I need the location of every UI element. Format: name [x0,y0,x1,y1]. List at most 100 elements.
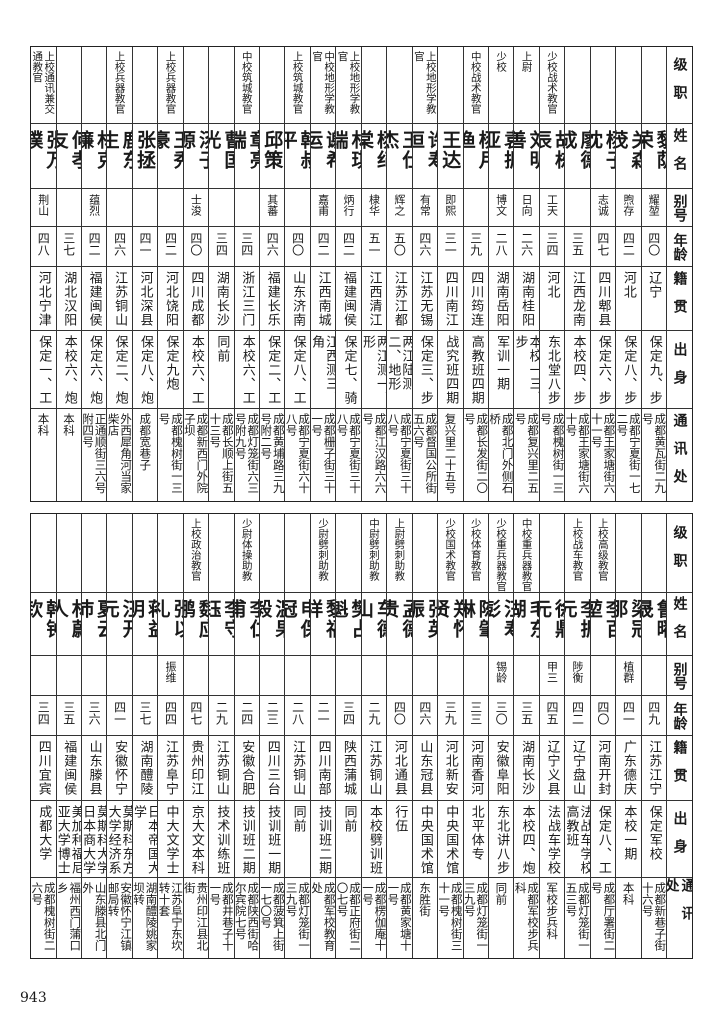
address-text: 贵州印江县北街 [183,882,209,951]
address-text: 成都灯笼街一三九号 [285,882,310,951]
cell-origin: 贵州印江 [183,736,209,801]
header-column: 级职 姓名 别号 年龄 籍贯 出身 通讯处 [666,47,692,501]
name-text: 章亮端 [234,130,259,170]
rank-text: 上校地形学教官 [412,51,437,114]
rank-text: 少校 [495,51,508,72]
cell-origin: 江苏铜山 [209,736,234,801]
cell-address: 成都北门外侧石桥 [489,409,513,501]
cell-age: 三五 [565,227,590,267]
cell-origin: 河南香河 [463,736,488,801]
background-text: 战究班四期 [443,335,459,405]
cell-address: 成都槐树街一三号 [158,409,182,501]
name-text: 李百堃 [590,599,616,639]
cell-alias [336,656,361,696]
cell-name: 黎福祥 [310,593,336,656]
cell-name: 杨月渔 [463,124,488,189]
cell-origin: 湖南长沙 [514,736,539,801]
cell-age: 三四 [336,696,361,736]
address-text: 成都栅子街三十一号 [310,413,336,494]
age-text: 四一 [138,232,153,256]
cell-rank [387,47,412,124]
cell-rank [183,47,209,124]
age-text: 二四 [239,701,254,725]
cell-alias: 振维 [158,656,183,696]
name-text: 韩叔平 [285,130,310,170]
cell-origin: 河北新安 [438,736,463,801]
cell-alias [565,189,590,227]
cell-age: 四一 [616,696,641,736]
name-text: 李仁甫 [234,599,259,639]
cell-age: 四八 [31,227,56,267]
address-text: 成都灯笼街一三九号 [463,882,488,951]
address-text: 安徽怀宁江镇邮局转 [107,882,132,951]
age-text: 三七 [61,232,76,256]
cell-age: 二九 [361,696,387,736]
name-text: 杨纪棠 [361,130,387,170]
address-text: 成都楞伽庵十一号 [361,882,387,951]
header-cell-address: 通讯处 [667,409,692,501]
person-column: 林克濂 蕴烈 四二 福建闽侯 保定六、炮 正通顺街三六号附四号 [80,47,107,501]
address-text: 成都槐树街一三号 [158,413,183,494]
cell-name: 夏云沛 [81,593,107,656]
age-text: 三六 [87,701,102,725]
cell-origin: 浙江三门 [234,267,259,331]
cell-origin: 江苏铜山 [107,267,132,331]
origin-text: 江西南城 [315,271,331,327]
cell-name: 邱策 [260,124,285,189]
header-label-rank: 级职 [671,57,688,113]
name-text: 车德山 [361,599,387,639]
background-text: 技术训练班 [214,805,230,875]
cell-name: 张以礼 [158,593,183,656]
person-column: 申保冠 二八 江苏铜山 同前 成都灯笼街一三九号 [284,514,310,958]
name-text: 徐鼎元 [539,599,565,639]
person-column: 上尉劈刺助教 孟德贵 四〇 河北通县 行伍 成都黄家塘十一号 [386,514,412,958]
age-text: 四二 [316,232,331,256]
cell-origin: 河北 [539,267,565,331]
origin-text: 河北宁津 [35,271,51,327]
cell-rank [31,514,56,593]
header-cell-name: 姓名 [667,593,692,656]
cell-background: 江西测三、角 [310,331,336,409]
background-text: 技训班二期 [239,805,255,875]
cell-alias: 有常 [412,189,438,227]
age-text: 三五 [519,701,534,725]
cell-address: 山东滕县北门外 [82,878,106,958]
cell-rank [539,514,565,593]
alias-text: 有常 [418,194,432,216]
background-text: 本校劈训班 [366,805,382,875]
cell-address: 成都菠箕上街一七〇号 [260,878,284,958]
cell-alias [81,656,107,696]
address-text: 东胜街 [418,882,433,917]
cell-rank [209,514,234,593]
origin-text: 福建闽侯 [341,271,357,327]
cell-rank: 中校重兵器教官 [514,514,539,593]
origin-text: 四川郫县 [595,271,611,327]
cell-alias: 陟衡 [565,656,590,696]
cell-age: 四六 [412,227,438,267]
cell-origin: 四川成都 [183,267,209,331]
cell-origin: 湖南醴陵 [132,736,158,801]
cell-address: 外西犀角河当家柴店 [107,409,131,501]
alias-text: 荆山 [36,194,50,216]
address-text: 正通顺街三六号附四号 [81,413,107,494]
cell-address: 成都宁夏街三十八号 [336,409,360,501]
person-column: 汪开元 四一 安徽怀宁 莫斯科东方大学经济系 安徽怀宁江镇邮局转 [106,514,132,958]
header-column: 级职 姓名 别号 年龄 籍贯 出身 通讯处 [666,514,692,958]
origin-text: 安徽阜阳 [493,740,509,796]
cell-address: 本科 [57,409,81,501]
name-text: 王秀豪 [158,130,183,170]
cell-rank: 少校国术教官 [438,514,463,593]
cell-address: 江苏阜宁东坎转十套 [158,878,182,958]
person-column: 上校通讯兼交通教官 张万璞 荆山 四八 河北宁津 保定一、工 本科 [31,47,56,501]
age-text: 四六 [112,232,127,256]
cell-address: 成都宁夏街一七二号 [616,409,640,501]
origin-text: 江苏江宁 [646,740,662,796]
name-text: 温果毅 [260,599,285,639]
cell-age: 二八 [488,227,514,267]
name-text: 梁冠那 [616,599,641,639]
cell-age: 四〇 [183,227,209,267]
address-text: 成都长发街二〇号 [463,413,488,494]
name-text: 邱策 [261,130,284,170]
cell-name: 车德山 [361,593,387,656]
cell-age: 四一 [132,227,158,267]
